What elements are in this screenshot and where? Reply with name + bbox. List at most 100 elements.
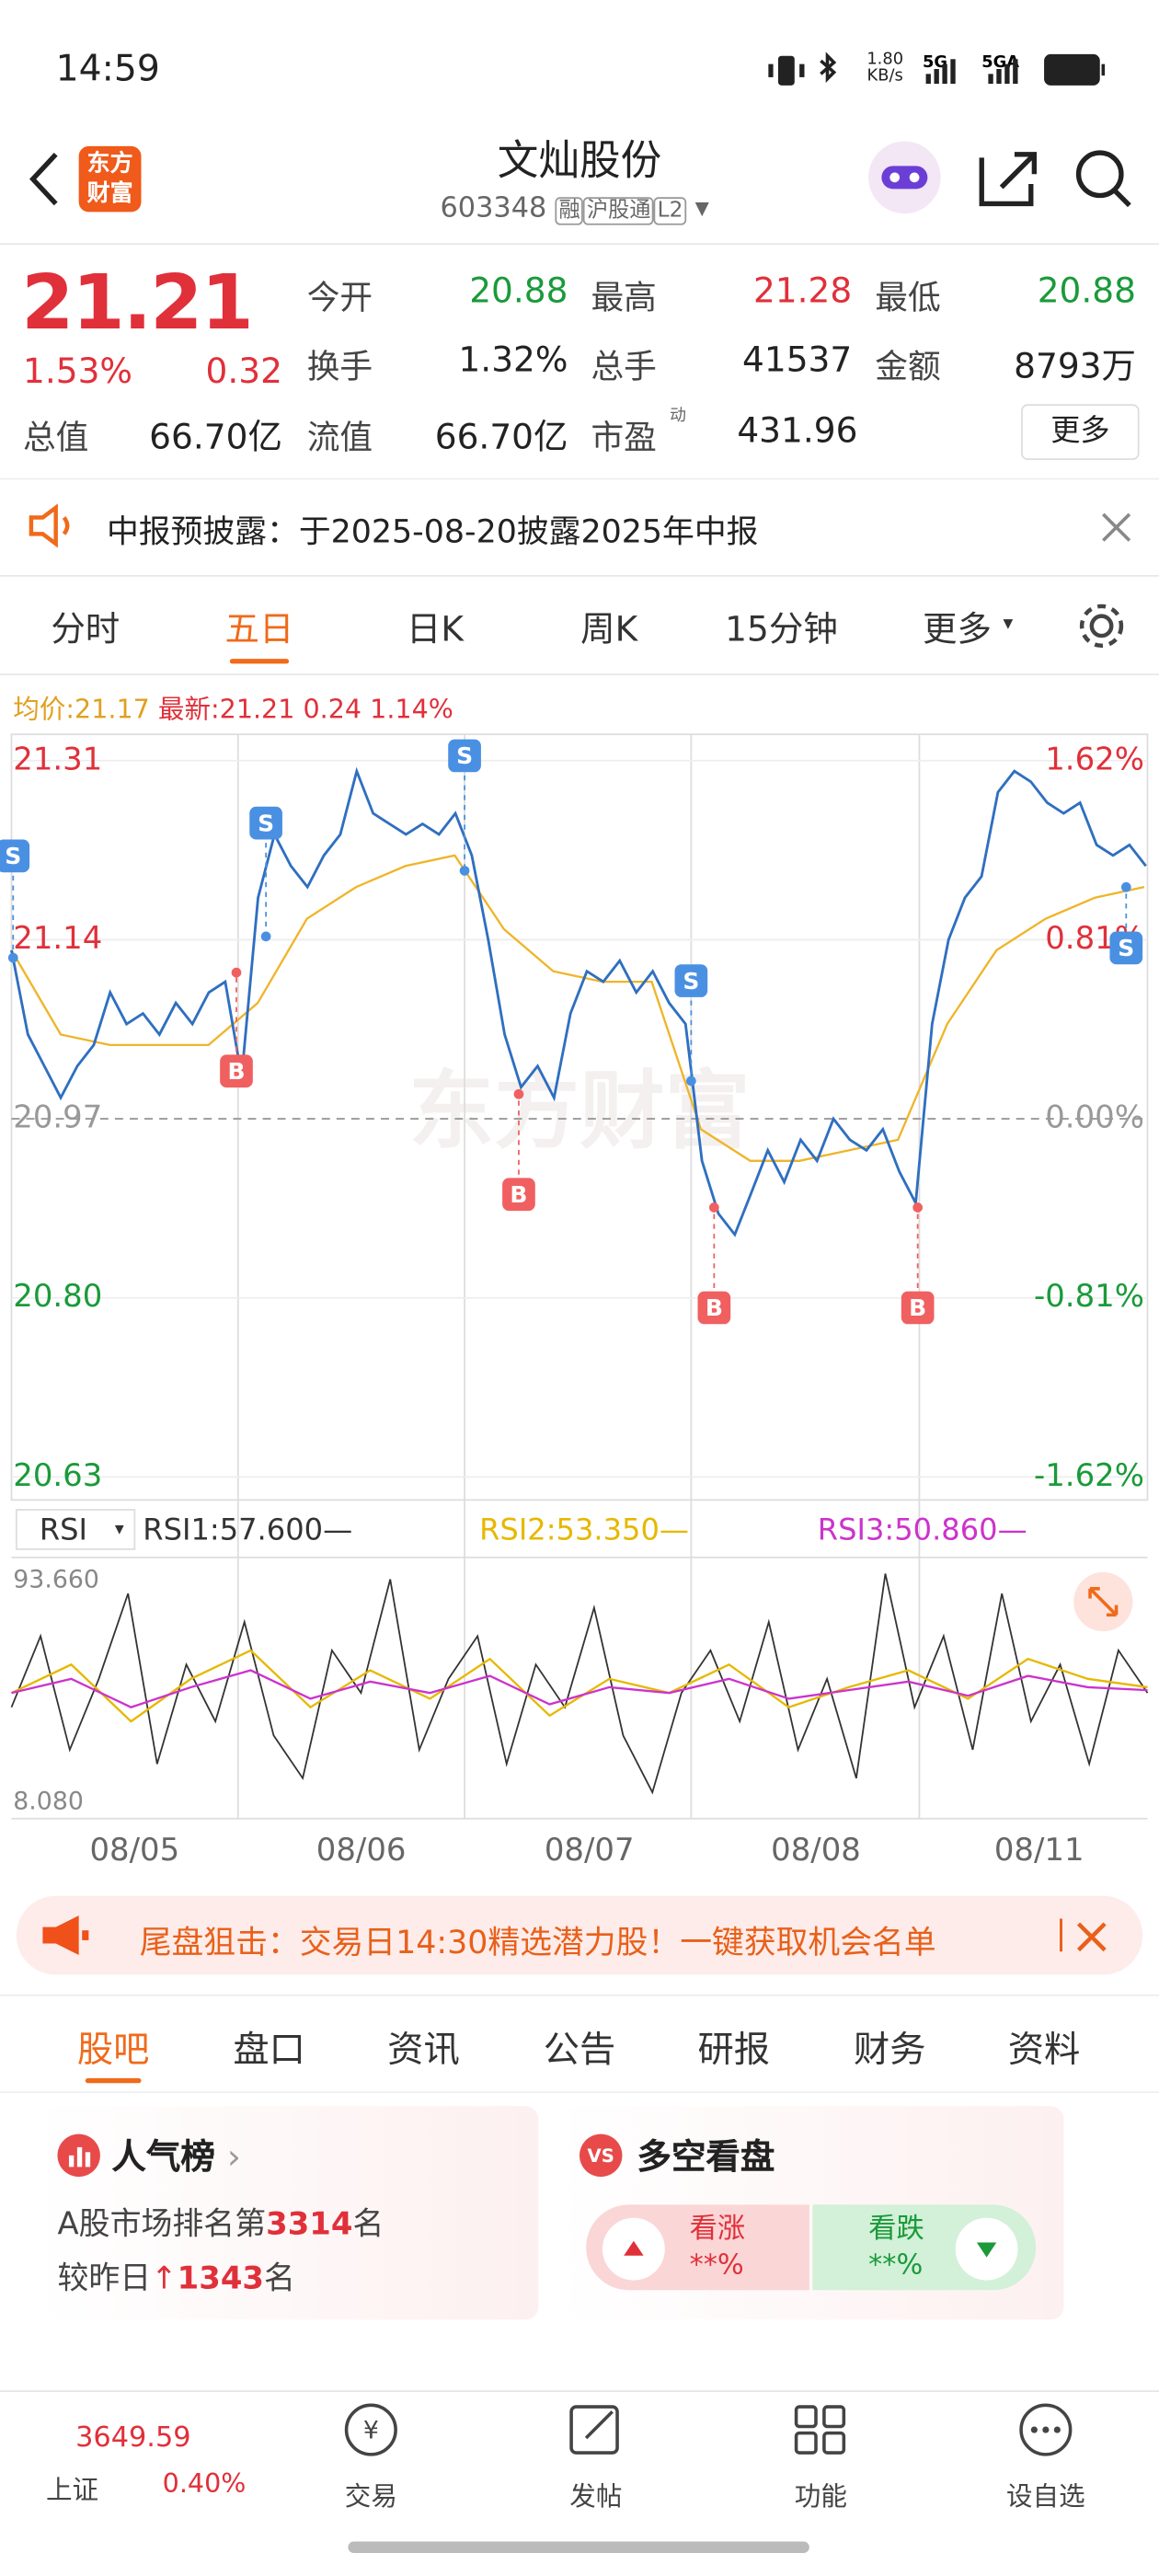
field-value: 41537 xyxy=(742,339,853,380)
chart-frame xyxy=(10,733,1149,1501)
notice-close[interactable] xyxy=(1098,510,1134,546)
section-tab[interactable]: 资料 xyxy=(1007,2030,1081,2072)
marker-label: S xyxy=(258,810,274,836)
date-label: 08/08 xyxy=(771,1832,861,1868)
pct-value: 1.14% xyxy=(370,693,453,725)
chart-tab[interactable]: 更多 xyxy=(923,609,992,650)
index-value[interactable]: 3649.59 xyxy=(75,2421,191,2455)
net2: 5GA xyxy=(981,52,1019,72)
chart-tab[interactable]: 15分钟 xyxy=(725,609,838,650)
tab-caret: ▾ xyxy=(1003,611,1014,635)
nav-item[interactable]: 功能 xyxy=(794,2480,847,2513)
stock-code-row: 603348 融沪股通 L2 ▾ xyxy=(440,191,709,225)
nav-item[interactable]: 交易 xyxy=(344,2480,397,2513)
section-tab[interactable]: 股吧 xyxy=(76,2030,150,2072)
avg-label: 均价: xyxy=(13,693,75,725)
tag: 沪股通 xyxy=(583,197,655,225)
marker-badge xyxy=(674,964,708,997)
field-label: 市盈 xyxy=(591,417,657,457)
price-line xyxy=(10,766,1147,1237)
chart-tab[interactable]: 周K xyxy=(580,609,638,650)
net1: 5G xyxy=(923,52,947,72)
marker-badge xyxy=(502,1178,535,1212)
field-label: 总手 xyxy=(591,346,657,386)
field-label: 总值 xyxy=(22,417,89,457)
notice-text[interactable]: 中报预披露：于2025-08-20披露2025年中报 xyxy=(107,512,759,551)
rsi-selector-label: RSI xyxy=(40,1512,87,1547)
rsi-line xyxy=(11,1669,1148,1708)
expand-icon xyxy=(1088,1586,1119,1617)
section-tab[interactable]: 资讯 xyxy=(387,2030,460,2072)
logo-line: 东方 xyxy=(86,151,133,178)
tag: L2 xyxy=(654,197,686,225)
bull-bear-title: 多空看盘 xyxy=(637,2137,775,2178)
marker-label: S xyxy=(1118,935,1134,961)
app-logo[interactable]: 东方 财富 xyxy=(78,145,142,213)
vs-icon: VS xyxy=(579,2133,623,2178)
rank-post: 名 xyxy=(352,2206,384,2243)
rsi-line xyxy=(10,1573,1149,1795)
field-label: 今开 xyxy=(306,277,373,317)
home-indicator xyxy=(348,2541,809,2553)
marker-badge xyxy=(448,739,481,773)
back-button[interactable] xyxy=(19,151,69,207)
section-tab[interactable]: 盘口 xyxy=(233,2030,305,2072)
nav-item[interactable]: 设自选 xyxy=(1006,2480,1085,2513)
promo-banner[interactable] xyxy=(16,1895,1143,1975)
header-actions xyxy=(868,141,1131,214)
nav-item[interactable]: 发帖 xyxy=(569,2480,623,2513)
logo-line: 财富 xyxy=(86,180,133,207)
last-label: 最新: xyxy=(157,693,220,725)
more-button[interactable]: 更多 xyxy=(1021,404,1140,460)
chart-tab[interactable]: 分时 xyxy=(51,609,120,650)
delta-pre: 较昨日 xyxy=(57,2260,152,2297)
rank-line: A股市场排名第3314名 xyxy=(57,2200,384,2244)
bear-text: 看跌 **% xyxy=(868,2212,924,2284)
marker-badge xyxy=(0,839,30,873)
rsi-legend: RSI2:53.350— xyxy=(479,1512,689,1547)
index-pct[interactable]: 0.40% xyxy=(162,2467,247,2500)
settings-button[interactable] xyxy=(1075,600,1128,652)
y-tick-label: 21.31 xyxy=(13,741,102,776)
popular-card[interactable] xyxy=(36,2106,539,2320)
search-button[interactable] xyxy=(1075,150,1124,199)
index-name[interactable]: 上证 xyxy=(45,2474,99,2506)
field-label: 换手 xyxy=(306,346,373,386)
marker-label: B xyxy=(706,1294,723,1321)
rsi-selector xyxy=(15,1509,136,1550)
popular-icon xyxy=(57,2133,100,2178)
nav-icons: ¥ xyxy=(344,2403,1073,2456)
y2-tick-label: 1.62% xyxy=(1045,741,1144,776)
marker-dot xyxy=(1120,881,1131,892)
section-tab[interactable]: 公告 xyxy=(543,2030,616,2072)
marker-label: S xyxy=(5,843,21,869)
chart-tab[interactable]: 日K xyxy=(406,609,464,650)
y-tick-label: 21.14 xyxy=(13,920,102,956)
bull-label: 看涨 xyxy=(689,2213,746,2247)
section-tab[interactable]: 研报 xyxy=(697,2030,771,2072)
last-value: 21.21 xyxy=(219,693,295,725)
marker-label: B xyxy=(510,1181,527,1208)
banner-icon xyxy=(42,1915,89,1955)
field-value: 21.28 xyxy=(752,270,853,311)
marker-badge xyxy=(901,1291,935,1325)
vote-icons xyxy=(602,2217,1018,2281)
charts: 东方财富21.3121.1420.9720.8020.631.62%0.81%0… xyxy=(0,733,1149,1868)
marker-label: S xyxy=(456,742,473,769)
delta: 1343 xyxy=(177,2260,265,2297)
share-button[interactable] xyxy=(979,152,1038,207)
pe-tag: 动 xyxy=(670,407,687,426)
rsi-tick-label: 93.660 xyxy=(13,1565,99,1593)
chg-value: 0.24 xyxy=(303,693,362,725)
delta-line: 较昨日↑1343名 xyxy=(57,2260,295,2297)
marker-dot xyxy=(260,931,271,942)
chart-tab[interactable]: 五日 xyxy=(224,609,294,650)
rank-pre: A股市场排名第 xyxy=(57,2206,267,2243)
bull-value: **% xyxy=(689,2248,744,2283)
section-tab[interactable]: 财务 xyxy=(854,2030,926,2072)
rank: 3314 xyxy=(266,2206,353,2243)
marker-badge xyxy=(220,1054,253,1088)
svg-text:VS: VS xyxy=(588,2145,614,2167)
banner-close[interactable] xyxy=(1073,1919,1109,1955)
